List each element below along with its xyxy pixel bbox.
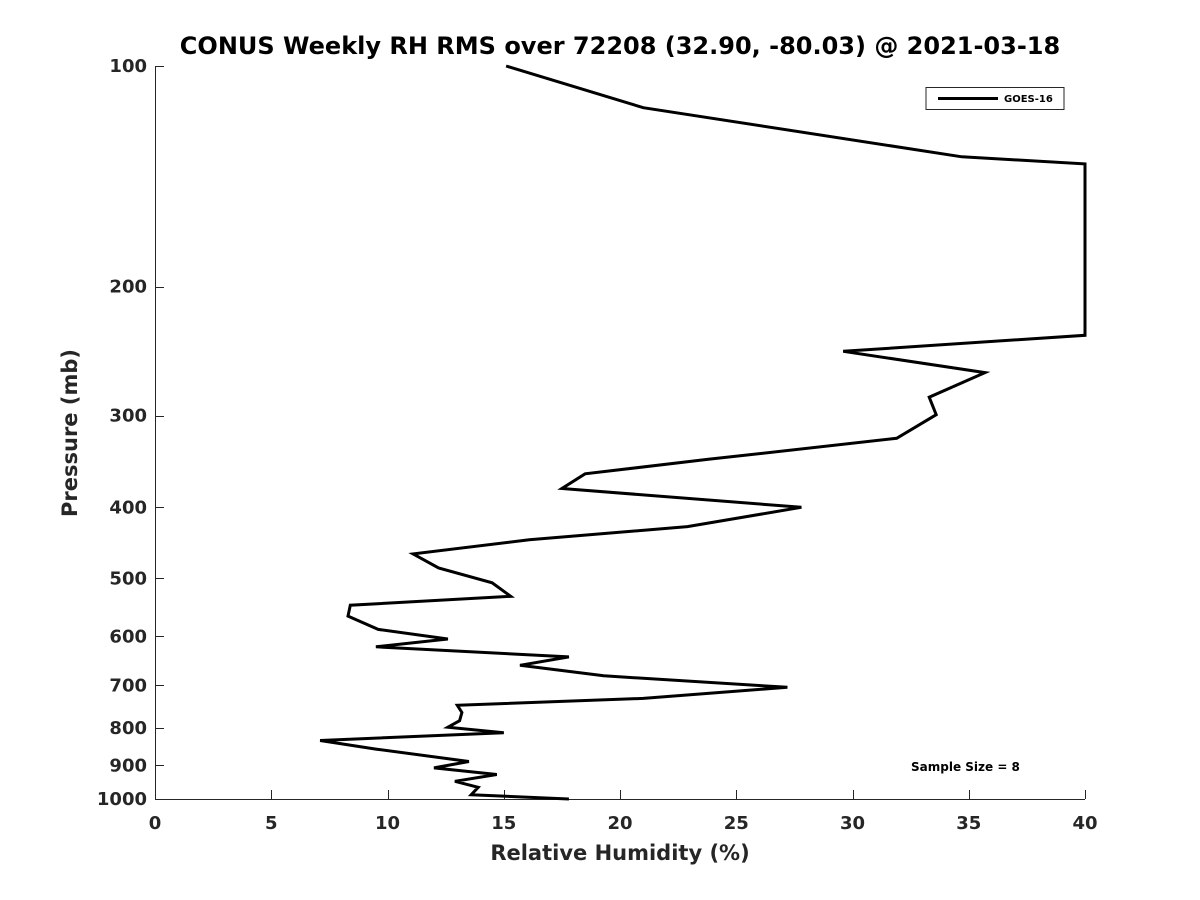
x-axis-label: Relative Humidity (%) — [490, 841, 749, 865]
y-tick-label: 700 — [109, 675, 147, 696]
legend: GOES-16 — [925, 87, 1065, 110]
y-tick-label: 600 — [109, 626, 147, 647]
x-tick-label: 25 — [724, 813, 749, 834]
x-tick-label: 0 — [149, 813, 162, 834]
chart-title: CONUS Weekly RH RMS over 72208 (32.90, -… — [180, 32, 1060, 60]
sample-size-annotation: Sample Size = 8 — [911, 760, 1020, 774]
x-tick-label: 30 — [840, 813, 865, 834]
y-tick-label: 400 — [109, 497, 147, 518]
x-tick-label: 5 — [265, 813, 278, 834]
x-tick-label: 15 — [491, 813, 516, 834]
y-tick-label: 300 — [109, 406, 147, 427]
plot-area: 0 5 10 15 20 25 30 35 40 100 200 300 400 500 600 700 80… — [97, 56, 1098, 834]
y-tick-label: 800 — [109, 718, 147, 739]
x-tick-label: 40 — [1072, 813, 1097, 834]
y-tick-label: 1000 — [97, 789, 147, 810]
y-tick-label: 200 — [109, 277, 147, 298]
x-tick-label: 35 — [956, 813, 981, 834]
y-axis-ticks: 100 200 300 400 500 600 700 800 900 1000 — [97, 56, 164, 810]
x-tick-label: 20 — [607, 813, 632, 834]
series-line-goes-16 — [319, 64, 1087, 801]
y-tick-label: 100 — [109, 56, 147, 77]
x-tick-label: 10 — [375, 813, 400, 834]
legend-label-goes-16: GOES-16 — [1004, 94, 1053, 105]
y-tick-label: 500 — [109, 568, 147, 589]
series-layer — [319, 64, 1087, 801]
y-axis-label: Pressure (mb) — [58, 349, 82, 517]
y-tick-label: 900 — [109, 755, 147, 776]
x-axis-ticks: 0 5 10 15 20 25 30 35 40 — [149, 790, 1098, 834]
